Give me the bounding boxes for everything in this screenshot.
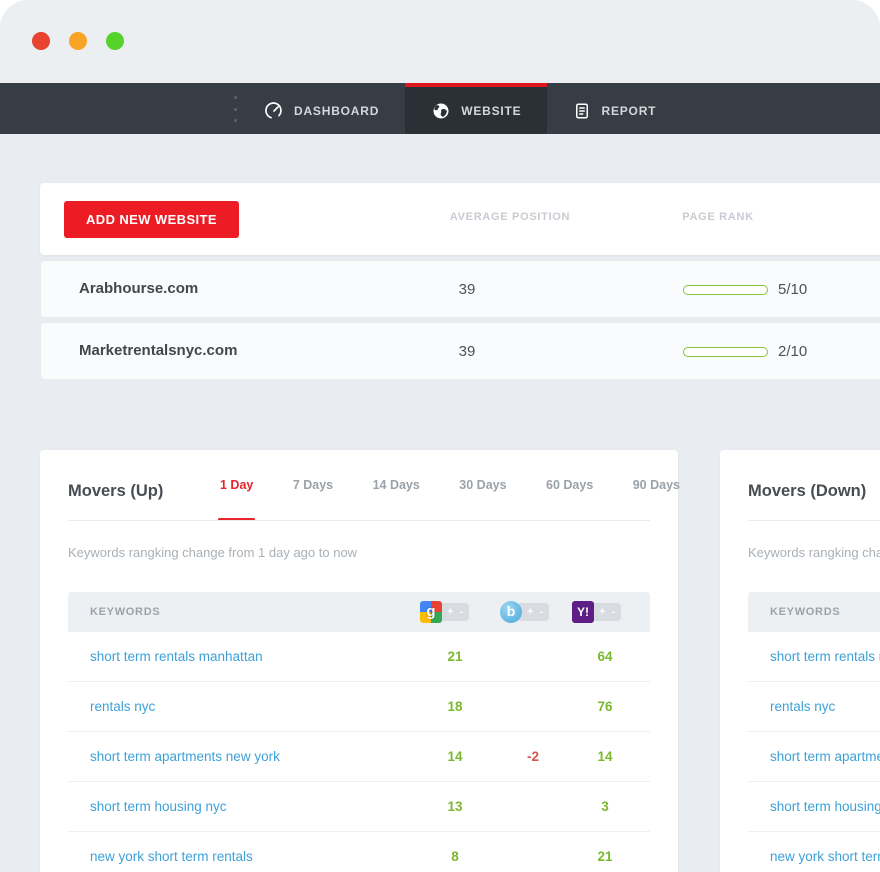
window-chrome: [0, 0, 880, 83]
bing-rank-change: -2: [526, 749, 539, 764]
tab-60-days[interactable]: 60 Days: [546, 478, 594, 492]
tab-1-day[interactable]: 1 Day: [217, 450, 256, 521]
google-rank-change: 18: [447, 699, 463, 714]
google-rank-change: 13: [447, 799, 463, 814]
page-rank-progress-bar: [683, 285, 768, 295]
nav-spacer: [0, 83, 238, 134]
google-icon[interactable]: g: [420, 601, 442, 623]
average-position-value: 39: [458, 281, 476, 298]
keyword-row: short term housing nyc 13 3: [68, 782, 650, 832]
movers-up-card: Movers (Up) 1 Day 7 Days 14 Days 30 Days 60 …: [40, 450, 680, 872]
page-rank-progress-bar: [683, 347, 768, 357]
yahoo-rank-change: 14: [597, 749, 613, 764]
keyword-link[interactable]: short term rentals manhattan: [770, 649, 880, 664]
keyword-link[interactable]: rentals nyc: [90, 699, 156, 714]
keyword-row: short term apartments new york: [748, 732, 880, 782]
keyword-row: new york short term rentals: [748, 832, 880, 872]
bing-plus-button[interactable]: +: [527, 606, 534, 618]
movers-down-subtitle: Keywords rangking change from 1 day ago …: [748, 545, 880, 560]
yahoo-plus-minus-badge: + -: [591, 603, 622, 621]
keyword-link[interactable]: new york short term rentals: [90, 849, 253, 864]
add-new-website-button[interactable]: ADD NEW WEBSITE: [64, 201, 239, 238]
yahoo-icon[interactable]: Y!: [572, 601, 594, 623]
tab-90-days[interactable]: 90 Days: [632, 478, 680, 492]
google-minus-button[interactable]: -: [459, 606, 464, 618]
nav-item-label: REPORT: [601, 103, 657, 118]
yahoo-minus-button[interactable]: -: [611, 606, 616, 618]
column-header-average-position: AVERAGE POSITION: [449, 211, 571, 223]
bing-plus-minus-badge: + -: [519, 603, 550, 621]
yahoo-plus-button[interactable]: +: [599, 606, 606, 618]
keyword-link[interactable]: short term housing nyc: [770, 799, 880, 814]
gauge-icon: [264, 101, 284, 121]
close-window-button[interactable]: [32, 32, 50, 50]
column-header-page-rank: PAGE RANK: [682, 211, 754, 223]
nav-divider-dots-icon: [232, 96, 238, 122]
google-rank-change: 21: [447, 649, 463, 664]
yahoo-rank-change: 3: [601, 799, 609, 814]
nav-item-label: WEBSITE: [461, 103, 522, 118]
nav-item-website[interactable]: WEBSITE: [405, 83, 548, 134]
nav-item-dashboard[interactable]: DASHBOARD: [238, 83, 405, 134]
keyword-row: new york short term rentals 8 21: [68, 832, 650, 872]
minimize-window-button[interactable]: [69, 32, 87, 50]
engine-filter-google: g + -: [420, 601, 470, 623]
keyword-link[interactable]: short term rentals manhattan: [90, 649, 263, 664]
page-rank-value: 5/10: [778, 281, 808, 298]
website-name-link[interactable]: Marketrentalsnyc.com: [79, 342, 238, 359]
keyword-table-header: KEYWORDS g + - b + - Y! + -: [68, 592, 650, 632]
report-icon: [573, 102, 591, 120]
movers-down-card: Movers (Down) Keywords rangking change f…: [720, 450, 880, 872]
keyword-link[interactable]: short term apartments new york: [90, 749, 280, 764]
divider: [748, 520, 880, 521]
keywords-column-label: KEYWORDS: [770, 606, 841, 618]
globe-icon: [431, 101, 451, 121]
divider: [68, 520, 650, 521]
yahoo-rank-change: 76: [597, 699, 613, 714]
top-navigation: DASHBOARD WEBSITE REPORT: [0, 83, 880, 134]
google-plus-minus-badge: + -: [439, 603, 470, 621]
engine-filter-yahoo: Y! + -: [572, 601, 622, 623]
yahoo-rank-change: 64: [597, 649, 613, 664]
bing-minus-button[interactable]: -: [539, 606, 544, 618]
keyword-table-header: KEYWORDS: [748, 592, 880, 632]
keyword-row: rentals nyc 18 76: [68, 682, 650, 732]
movers-down-title: Movers (Down): [748, 482, 867, 500]
keyword-link[interactable]: new york short term rentals: [770, 849, 880, 864]
engine-filter-bing: b + -: [500, 601, 550, 623]
nav-item-report[interactable]: REPORT: [547, 83, 682, 134]
website-row[interactable]: Arabhourse.com 39 5/10: [40, 260, 880, 318]
keyword-row: short term housing nyc: [748, 782, 880, 832]
page-rank-value: 2/10: [778, 343, 808, 360]
google-rank-change: 8: [451, 849, 459, 864]
yahoo-rank-change: 21: [597, 849, 613, 864]
zoom-window-button[interactable]: [106, 32, 124, 50]
website-name-link[interactable]: Arabhourse.com: [79, 280, 199, 297]
website-list: Arabhourse.com 39 5/10 Marketrentalsnyc.com…: [40, 260, 880, 384]
movers-up-subtitle: Keywords rangking change from 1 day ago …: [68, 545, 358, 560]
keyword-row: rentals nyc: [748, 682, 880, 732]
tab-30-days[interactable]: 30 Days: [459, 478, 507, 492]
tab-7-days[interactable]: 7 Days: [292, 478, 334, 492]
movers-up-period-tabs: 1 Day 7 Days 14 Days 30 Days 60 Days 90 Days: [217, 450, 680, 521]
keyword-link[interactable]: short term apartments new york: [770, 749, 880, 764]
keyword-link[interactable]: rentals nyc: [770, 699, 836, 714]
bing-icon[interactable]: b: [500, 601, 522, 623]
keywords-column-label: KEYWORDS: [90, 606, 161, 618]
websites-panel-header: ADD NEW WEBSITE AVERAGE POSITION PAGE RA…: [40, 183, 880, 255]
movers-up-keyword-table: KEYWORDS g + - b + - Y! + - short term rentals m…: [68, 592, 650, 872]
movers-up-title: Movers (Up): [68, 482, 164, 500]
nav-item-label: DASHBOARD: [294, 103, 380, 118]
keyword-link[interactable]: short term housing nyc: [90, 799, 227, 814]
google-plus-button[interactable]: +: [447, 606, 454, 618]
keyword-row: short term rentals manhattan 21 64: [68, 632, 650, 682]
keyword-row: short term rentals manhattan: [748, 632, 880, 682]
tab-14-days[interactable]: 14 Days: [372, 478, 420, 492]
average-position-value: 39: [458, 343, 476, 360]
website-row[interactable]: Marketrentalsnyc.com 39 2/10: [40, 322, 880, 380]
movers-down-keyword-table: KEYWORDS short term rentals manhattan ren…: [748, 592, 880, 872]
google-rank-change: 14: [447, 749, 463, 764]
keyword-row: short term apartments new york 14 -2 14: [68, 732, 650, 782]
